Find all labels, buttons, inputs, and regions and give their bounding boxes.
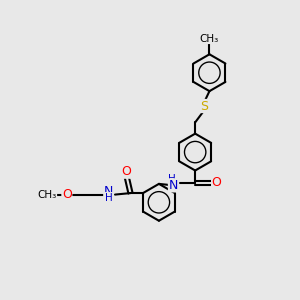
- Text: S: S: [200, 100, 208, 112]
- Text: N: N: [169, 179, 178, 192]
- Text: H: H: [168, 174, 176, 184]
- Text: O: O: [212, 176, 221, 190]
- Text: O: O: [122, 165, 131, 178]
- Text: O: O: [62, 188, 72, 201]
- Text: H: H: [105, 193, 112, 202]
- Text: CH₃: CH₃: [37, 190, 57, 200]
- Text: CH₃: CH₃: [200, 34, 219, 44]
- Text: N: N: [104, 185, 113, 198]
